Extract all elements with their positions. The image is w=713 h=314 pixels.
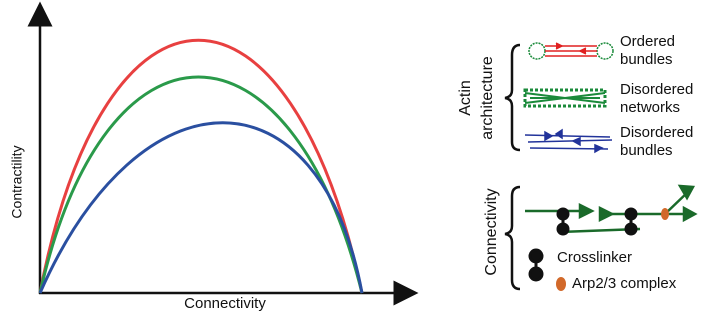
network-sketch [525, 186, 695, 232]
arp-label: Arp2/3 complex [572, 275, 677, 292]
arch-label: Disordered [620, 81, 693, 98]
plot: Contractility Connectivity [9, 14, 406, 312]
crosslinkers [530, 209, 636, 280]
arp-legend-marker [556, 277, 566, 291]
arch-title: Actin [457, 80, 474, 116]
arch-label: bundles [620, 142, 673, 159]
arch-label: Ordered [620, 33, 675, 50]
crosslinker-label: Crosslinker [557, 249, 632, 266]
x-label: Connectivity [184, 295, 266, 312]
disordered-bundle-icon [525, 130, 612, 152]
brace [505, 187, 520, 289]
brace [505, 45, 520, 150]
figure: Contractility Connectivity Actin archite… [0, 0, 713, 314]
legend: Actin architecture OrderedbundlesDisorde… [457, 33, 695, 292]
arch-label: bundles [620, 51, 673, 68]
blue-curve [40, 123, 362, 293]
ordered-icon [529, 43, 613, 59]
arch-label: networks [620, 99, 680, 116]
network-icon [525, 93, 605, 103]
y-label: Contractility [9, 145, 25, 218]
conn-title: Connectivity [483, 188, 500, 275]
arp-marker [661, 208, 669, 220]
green-curve [40, 77, 362, 293]
arch-title: architecture [479, 56, 496, 140]
arch-label: Disordered [620, 124, 693, 141]
